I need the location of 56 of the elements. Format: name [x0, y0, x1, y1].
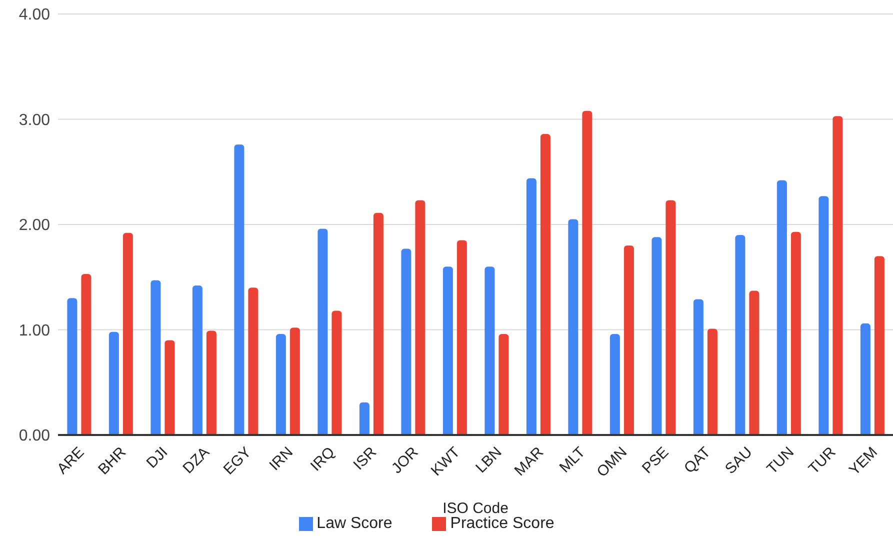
bar [67, 298, 78, 435]
bar [122, 232, 133, 435]
y-tick-label: 0.00 [18, 428, 50, 445]
bar [150, 280, 161, 435]
x-tick-label: DJI [143, 444, 172, 472]
y-tick-label: 2.00 [18, 217, 50, 234]
bar [442, 266, 453, 435]
x-tick-label: TUN [764, 444, 798, 478]
bar [484, 266, 495, 435]
y-tick-label: 1.00 [18, 322, 50, 340]
bar [456, 240, 467, 435]
bar [415, 200, 426, 435]
bar [164, 340, 175, 435]
x-tick-label: DZA [180, 444, 213, 478]
bar [373, 212, 384, 435]
bar [359, 402, 370, 435]
bar [582, 110, 592, 435]
y-tick-label: 4.00 [18, 6, 50, 24]
x-tick-label: ISR [350, 444, 380, 474]
bar [206, 330, 216, 435]
bar [874, 256, 884, 435]
bar [790, 232, 801, 435]
x-tick-label: JOR [388, 444, 422, 478]
bar [318, 228, 328, 435]
x-tick-label: TUR [805, 444, 840, 478]
bar [540, 134, 550, 435]
x-axis-title: ISO Code [442, 500, 508, 517]
bar [818, 196, 829, 435]
bar [498, 334, 509, 435]
legend-label: Practice Score [450, 515, 554, 532]
legend-label: Law Score [316, 515, 392, 532]
bar [749, 290, 760, 435]
x-tick-label: IRN [266, 444, 296, 474]
bar [401, 248, 412, 435]
bar [624, 246, 634, 435]
bar [860, 323, 870, 435]
bar [666, 200, 676, 435]
bar [776, 180, 787, 435]
bar [276, 334, 286, 435]
bar [735, 235, 746, 435]
bar [610, 334, 620, 435]
bar [707, 328, 718, 435]
bar [248, 288, 258, 435]
bar [332, 310, 342, 435]
bar [108, 332, 119, 435]
y-tick-label: 3.00 [18, 112, 50, 129]
bar [234, 144, 244, 435]
bar [832, 116, 843, 435]
bar [81, 274, 92, 435]
bar [526, 178, 536, 435]
bar [290, 328, 300, 435]
bar [693, 299, 704, 435]
bar [652, 237, 662, 435]
x-tick-label: IRQ [307, 444, 338, 475]
bar [568, 219, 578, 435]
bar [192, 286, 202, 435]
